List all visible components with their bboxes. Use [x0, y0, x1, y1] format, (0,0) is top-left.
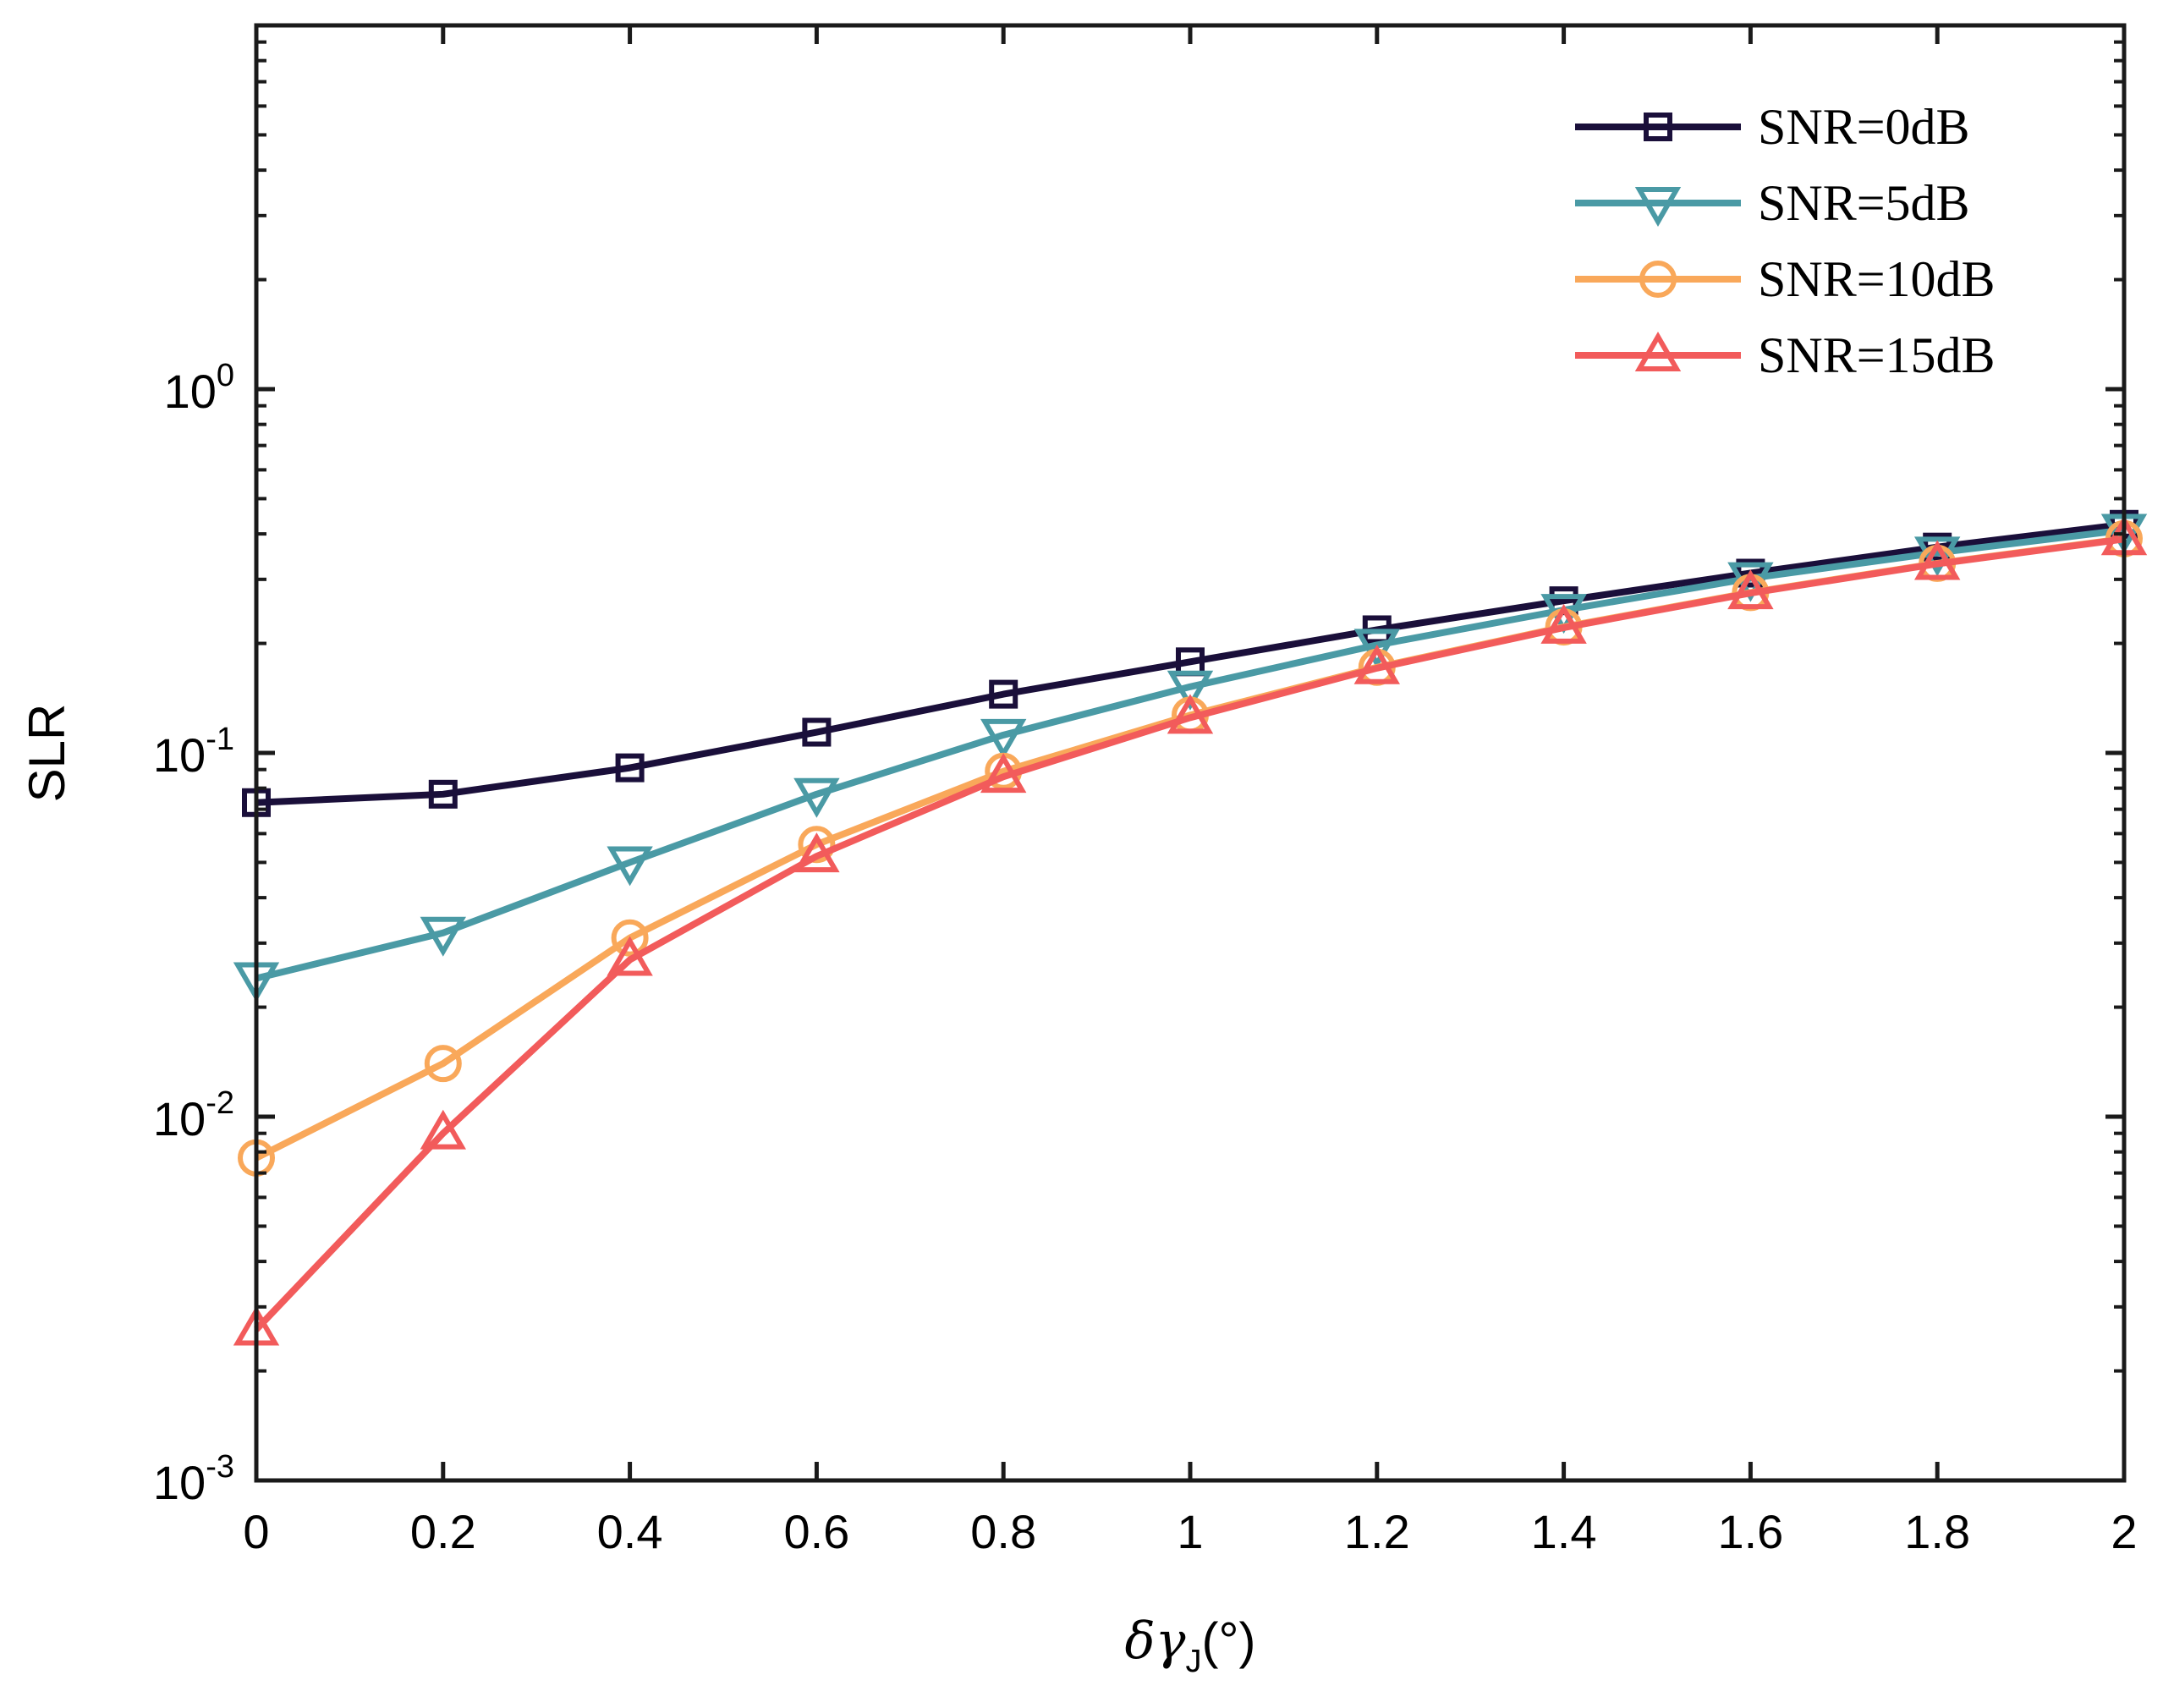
y-tick-label: 10-1	[153, 722, 234, 782]
y-tick-label-exponent: -3	[206, 1449, 234, 1485]
data-point	[1913, 536, 1961, 577]
data-point	[802, 717, 832, 747]
x-axis-label-delta: δ	[1125, 1612, 1156, 1671]
legend-label: SNR=0dB	[1758, 99, 1970, 155]
y-tick-label: 100	[164, 358, 234, 418]
legend-marker	[1634, 332, 1682, 371]
data-point	[1913, 540, 1961, 580]
data-point	[989, 679, 1018, 709]
data-point	[798, 826, 836, 864]
x-tick-label: 1.6	[1717, 1505, 1783, 1558]
data-point	[615, 753, 645, 783]
legend-item: SNR=10dB	[1575, 251, 1996, 307]
data-point	[1167, 694, 1214, 734]
y-tick-label-exponent: 0	[217, 358, 234, 393]
data-point	[428, 779, 458, 809]
legend-item: SNR=15dB	[1575, 327, 1996, 383]
data-point	[607, 846, 653, 887]
legend-item: SNR=0dB	[1575, 99, 1970, 155]
legend-marker	[1634, 187, 1682, 227]
x-tick-label: 0.6	[783, 1505, 849, 1558]
series-line	[254, 535, 2125, 1332]
legend-label: SNR=10dB	[1758, 251, 1996, 307]
x-tick-label: 1.2	[1344, 1505, 1410, 1558]
series-line	[255, 526, 2125, 982]
data-point	[1167, 670, 1214, 711]
y-tick-label-base: 10	[164, 365, 217, 418]
series-line	[255, 520, 2125, 806]
legend-marker	[1644, 113, 1672, 141]
legend-item: SNR=5dB	[1575, 175, 1970, 231]
x-tick-label: 1.4	[1531, 1505, 1597, 1558]
data-point	[611, 919, 649, 957]
data-point	[1540, 603, 1587, 644]
legend-marker	[1639, 261, 1677, 298]
legend: SNR=0dB SNR=5dB SNR=10dB SNR=15dB	[1575, 99, 1996, 383]
data-point	[607, 936, 653, 976]
x-tick-label: 1	[1177, 1505, 1203, 1558]
y-tick-label-base: 10	[153, 728, 206, 782]
y-tick-label-base: 10	[153, 1456, 206, 1509]
data-point	[793, 832, 840, 873]
data-point	[1353, 629, 1401, 669]
x-tick-label: 0	[243, 1505, 269, 1558]
x-tick-label: 1.8	[1904, 1505, 1970, 1558]
data-point	[980, 718, 1027, 759]
x-tick-label: 0.2	[410, 1505, 476, 1558]
data-point	[424, 1045, 462, 1083]
data-point	[1353, 644, 1401, 684]
series-layer	[233, 509, 2148, 1346]
y-tick-label-exponent: -2	[206, 1085, 234, 1121]
x-axis-ticks: 0 0.2 0.4 0.6 0.8 1 1.2 1.4 1.6 1.8 2	[243, 25, 2138, 1558]
x-axis-label-unit: (°)	[1202, 1612, 1256, 1669]
y-tick-label-base: 10	[153, 1092, 206, 1145]
y-axis-label: SLR	[19, 704, 75, 803]
data-point	[420, 916, 467, 957]
legend-label: SNR=15dB	[1758, 327, 1996, 383]
x-tick-label: 0.8	[970, 1505, 1036, 1558]
x-tick-label: 2	[2111, 1505, 2137, 1558]
x-axis-label-subscript: J	[1186, 1644, 1202, 1679]
data-point	[980, 753, 1027, 794]
x-tick-label: 0.4	[597, 1505, 663, 1558]
data-point	[1727, 569, 1774, 610]
x-axis-label: δγJ(°)	[1125, 1612, 1256, 1679]
y-tick-label-exponent: -1	[206, 722, 234, 757]
legend-label: SNR=5dB	[1758, 175, 1970, 231]
y-tick-label: 10-2	[153, 1085, 234, 1145]
y-tick-label: 10-3	[153, 1449, 234, 1509]
data-point	[420, 1109, 467, 1150]
data-point	[793, 777, 840, 818]
x-axis-label-gamma: γ	[1156, 1612, 1186, 1671]
